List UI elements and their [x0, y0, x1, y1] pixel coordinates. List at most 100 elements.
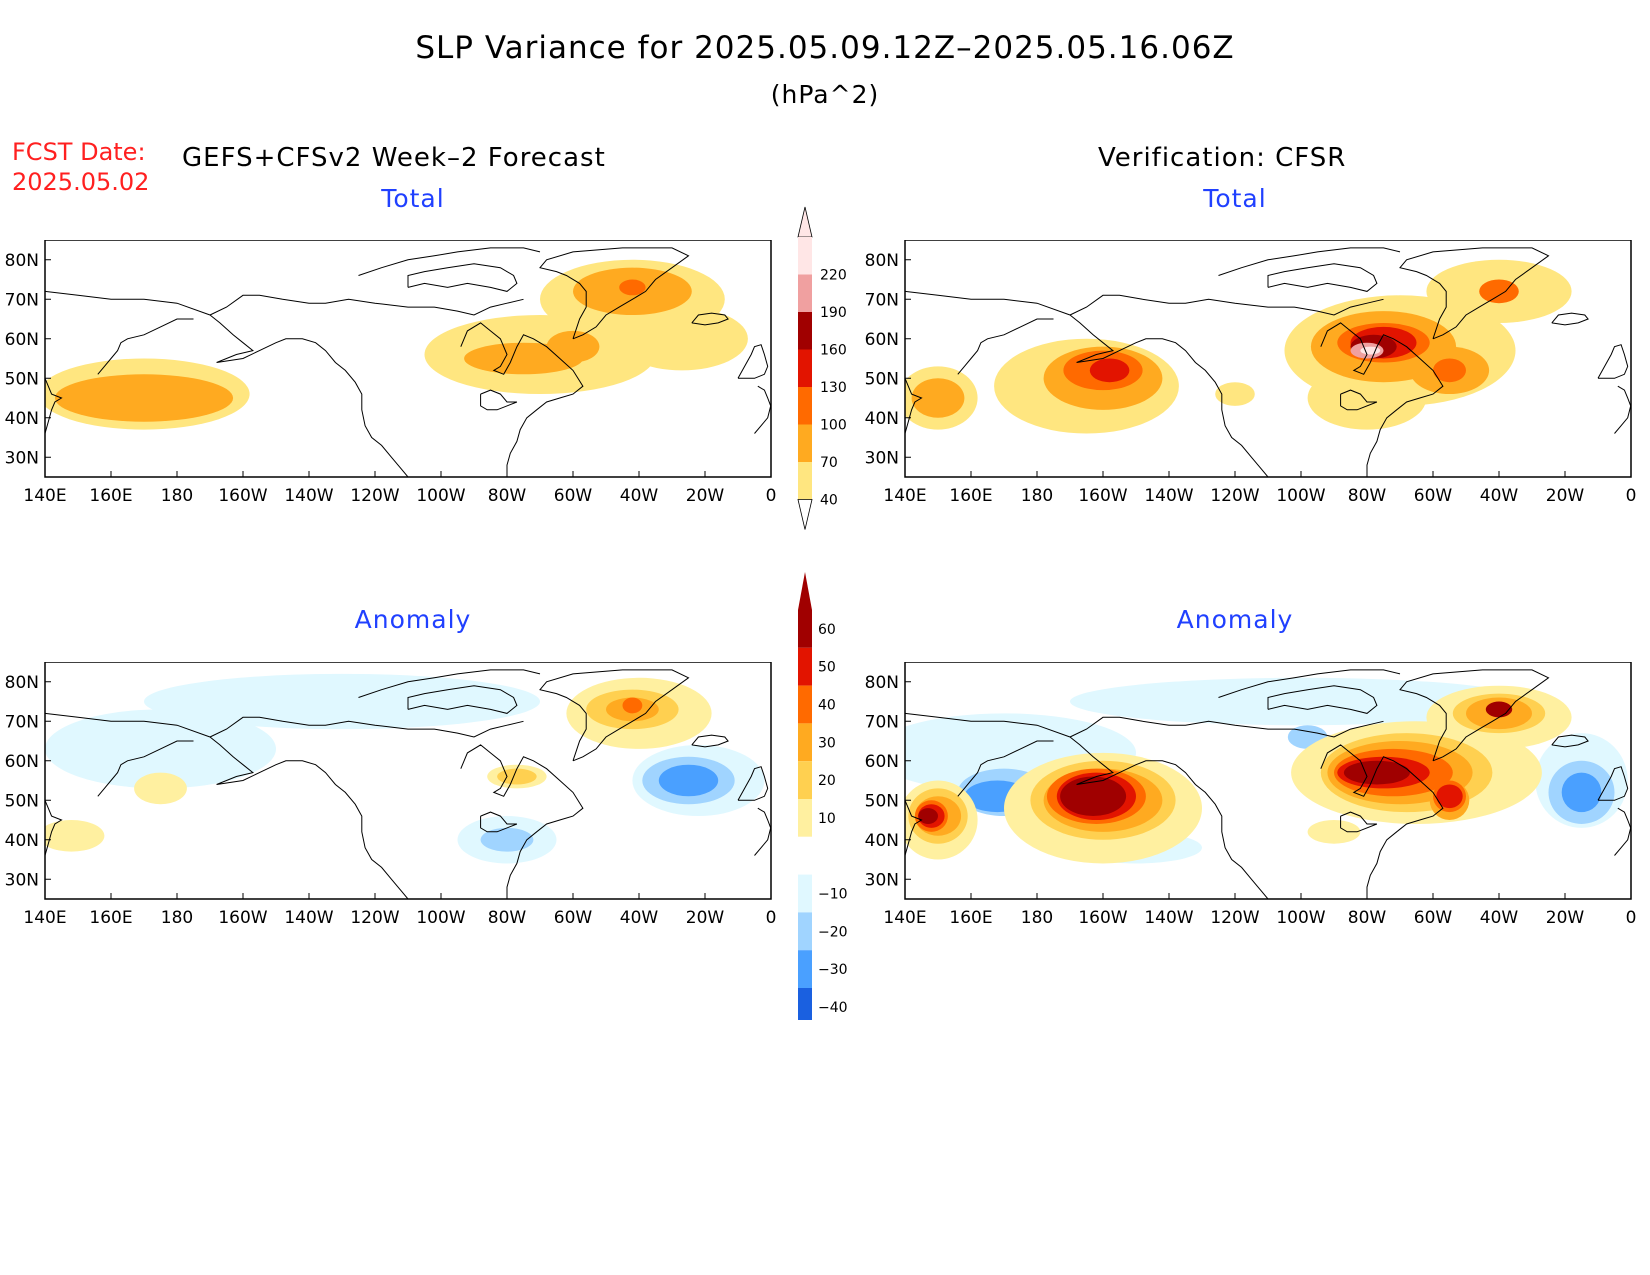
- lat-tick-label: 80N: [865, 251, 899, 271]
- coastline: [407, 685, 518, 714]
- contour-fill: [1436, 784, 1463, 809]
- colorbar-swatch: [798, 761, 812, 799]
- forecast-total-map: 140E 160E 180 160W 140W 120W 100W 80W 60W 40W 20W 0…: [5, 240, 776, 506]
- contour-fill: [54, 374, 234, 422]
- coastline: [1069, 294, 1384, 316]
- coastline: [358, 669, 541, 698]
- contour-fill: [615, 307, 748, 371]
- lat-tick-label: 70N: [865, 290, 899, 310]
- lon-tick-label: 60W: [1414, 908, 1453, 928]
- forecast-anomaly-map: 140E 160E 180 160W 140W 120W 100W 80W 60W 40W 20W 0…: [5, 662, 776, 928]
- coastline: [1399, 669, 1550, 762]
- colorbar-label: 50: [818, 660, 836, 676]
- lon-tick-label: 140W: [1144, 486, 1193, 506]
- lon-tick-label: 60W: [554, 486, 593, 506]
- lon-tick-label: 80W: [1348, 908, 1387, 928]
- lon-tick-label: 160W: [218, 908, 267, 928]
- colorbar-label: 70: [820, 455, 838, 471]
- contour-fill: [480, 827, 534, 852]
- colorbar-extension: [797, 499, 813, 530]
- contour-fill: [619, 279, 646, 296]
- lon-tick-label: 180: [161, 908, 193, 928]
- colorbar-swatch: [798, 836, 812, 875]
- lon-tick-label: 40W: [620, 486, 659, 506]
- coastline: [1551, 734, 1589, 748]
- lat-tick-label: 80N: [865, 673, 899, 693]
- lon-tick-label: 160W: [1078, 486, 1127, 506]
- lon-tick-label: 120W: [350, 908, 399, 928]
- coastline: [480, 811, 518, 833]
- lat-tick-label: 70N: [5, 712, 39, 732]
- colorbar-swatch: [798, 723, 812, 762]
- coastline: [1069, 736, 1269, 899]
- lon-tick-label: 20W: [1546, 908, 1585, 928]
- colorbar-label: −30: [818, 962, 848, 978]
- contour-fill: [1561, 772, 1602, 813]
- lat-tick-label: 50N: [865, 369, 899, 389]
- colorbar-swatch: [798, 424, 812, 462]
- colorbar-extension: [798, 572, 812, 610]
- lon-tick-label: 140W: [284, 908, 333, 928]
- colorbar-label: 20: [818, 773, 836, 789]
- colorbar-swatch: [798, 610, 812, 648]
- colorbar-extension: [797, 206, 813, 238]
- lon-tick-label: 0: [1626, 908, 1637, 928]
- contour-fill: [1360, 346, 1381, 355]
- lon-tick-label: 120W: [1210, 908, 1259, 928]
- coastline: [45, 712, 211, 738]
- lat-tick-label: 30N: [865, 448, 899, 468]
- colorbar-label: −20: [818, 924, 848, 940]
- contour-fill: [918, 808, 938, 824]
- coastline: [45, 378, 63, 434]
- lon-tick-label: 160E: [89, 486, 132, 506]
- coastline: [460, 322, 584, 477]
- forecast-heading: GEFS+CFSv2 Week–2 Forecast: [182, 143, 606, 173]
- lat-tick-label: 80N: [5, 673, 39, 693]
- lat-tick-label: 50N: [865, 791, 899, 811]
- coastline: [460, 744, 584, 899]
- lon-tick-label: 180: [1021, 486, 1053, 506]
- contour-fill: [1060, 776, 1127, 817]
- lon-tick-label: 120W: [1210, 486, 1259, 506]
- contour-fill: [1479, 279, 1519, 304]
- lat-tick-label: 70N: [5, 290, 39, 310]
- colorbar-swatch: [798, 912, 812, 951]
- lat-tick-label: 50N: [5, 791, 39, 811]
- contour-fill: [658, 764, 719, 797]
- coastline: [97, 318, 194, 375]
- coastline: [209, 716, 524, 738]
- coastline: [1597, 766, 1629, 801]
- coastline: [1069, 716, 1384, 738]
- coastline: [1597, 344, 1629, 379]
- contour-fill: [1215, 382, 1255, 406]
- lon-tick-label: 20W: [686, 486, 725, 506]
- lat-tick-label: 60N: [5, 330, 39, 350]
- colorbar-swatch: [798, 647, 812, 686]
- fcst-total-title: Total: [381, 184, 445, 213]
- coastline: [97, 740, 194, 797]
- lon-tick-label: 100W: [1276, 908, 1325, 928]
- coastline: [1218, 247, 1401, 276]
- lat-tick-label: 60N: [5, 752, 39, 772]
- coastline: [1340, 811, 1378, 833]
- colorbar-swatch: [798, 349, 812, 387]
- contour-fill: [911, 378, 965, 418]
- lon-tick-label: 40W: [1480, 908, 1519, 928]
- contour-fill: [1343, 760, 1410, 785]
- coastline: [957, 740, 1054, 797]
- colorbar-label: 40: [818, 698, 836, 714]
- contour-fill: [1070, 677, 1532, 726]
- colorbar-label: 60: [818, 622, 836, 638]
- colorbar-swatch: [798, 799, 812, 837]
- colorbar-swatch: [798, 312, 812, 350]
- coastline: [905, 378, 923, 434]
- coastline: [1551, 312, 1589, 326]
- coastline: [905, 800, 923, 856]
- contour-fill: [497, 768, 537, 785]
- lat-tick-label: 40N: [865, 831, 899, 851]
- coastline: [1267, 263, 1378, 292]
- lon-tick-label: 140E: [883, 486, 926, 506]
- colorbar-label: 100: [820, 418, 847, 434]
- lat-tick-label: 30N: [865, 870, 899, 890]
- colorbar-label: 160: [820, 343, 847, 359]
